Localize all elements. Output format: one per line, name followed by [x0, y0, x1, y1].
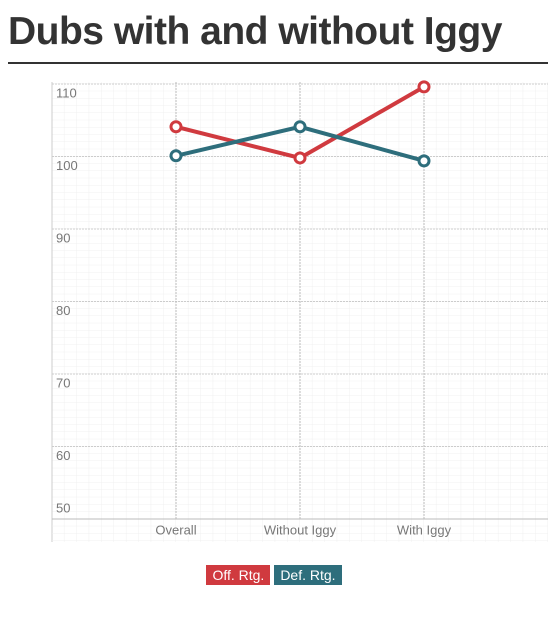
point	[417, 80, 431, 94]
legend-item: Off. Rtg.	[206, 565, 271, 585]
point	[169, 120, 183, 134]
x-axis-band	[52, 519, 548, 542]
y-tick-label: 80	[56, 303, 70, 318]
plot-area	[52, 82, 548, 519]
title-rule	[8, 62, 548, 64]
x-tick-label: With Iggy	[397, 522, 452, 537]
chart-title: Dubs with and without Iggy	[8, 10, 502, 53]
y-tick-label: 70	[56, 375, 70, 390]
x-tick-label: Overall	[155, 522, 196, 537]
x-tick-label: Without Iggy	[264, 522, 337, 537]
y-tick-label: 100	[56, 158, 78, 173]
y-tick-label: 50	[56, 500, 70, 515]
y-tick-label: 110	[56, 85, 77, 100]
legend: Off. Rtg. Def. Rtg.	[0, 565, 548, 585]
legend-item: Def. Rtg.	[274, 565, 342, 585]
point	[169, 149, 183, 163]
point	[293, 151, 307, 165]
point	[293, 120, 307, 134]
chart: 50 60 70 80 90 100 110 Overall Without Iggy With …	[51, 80, 548, 542]
y-tick-label: 90	[56, 230, 70, 245]
point	[417, 154, 431, 168]
y-tick-label: 60	[56, 448, 70, 463]
